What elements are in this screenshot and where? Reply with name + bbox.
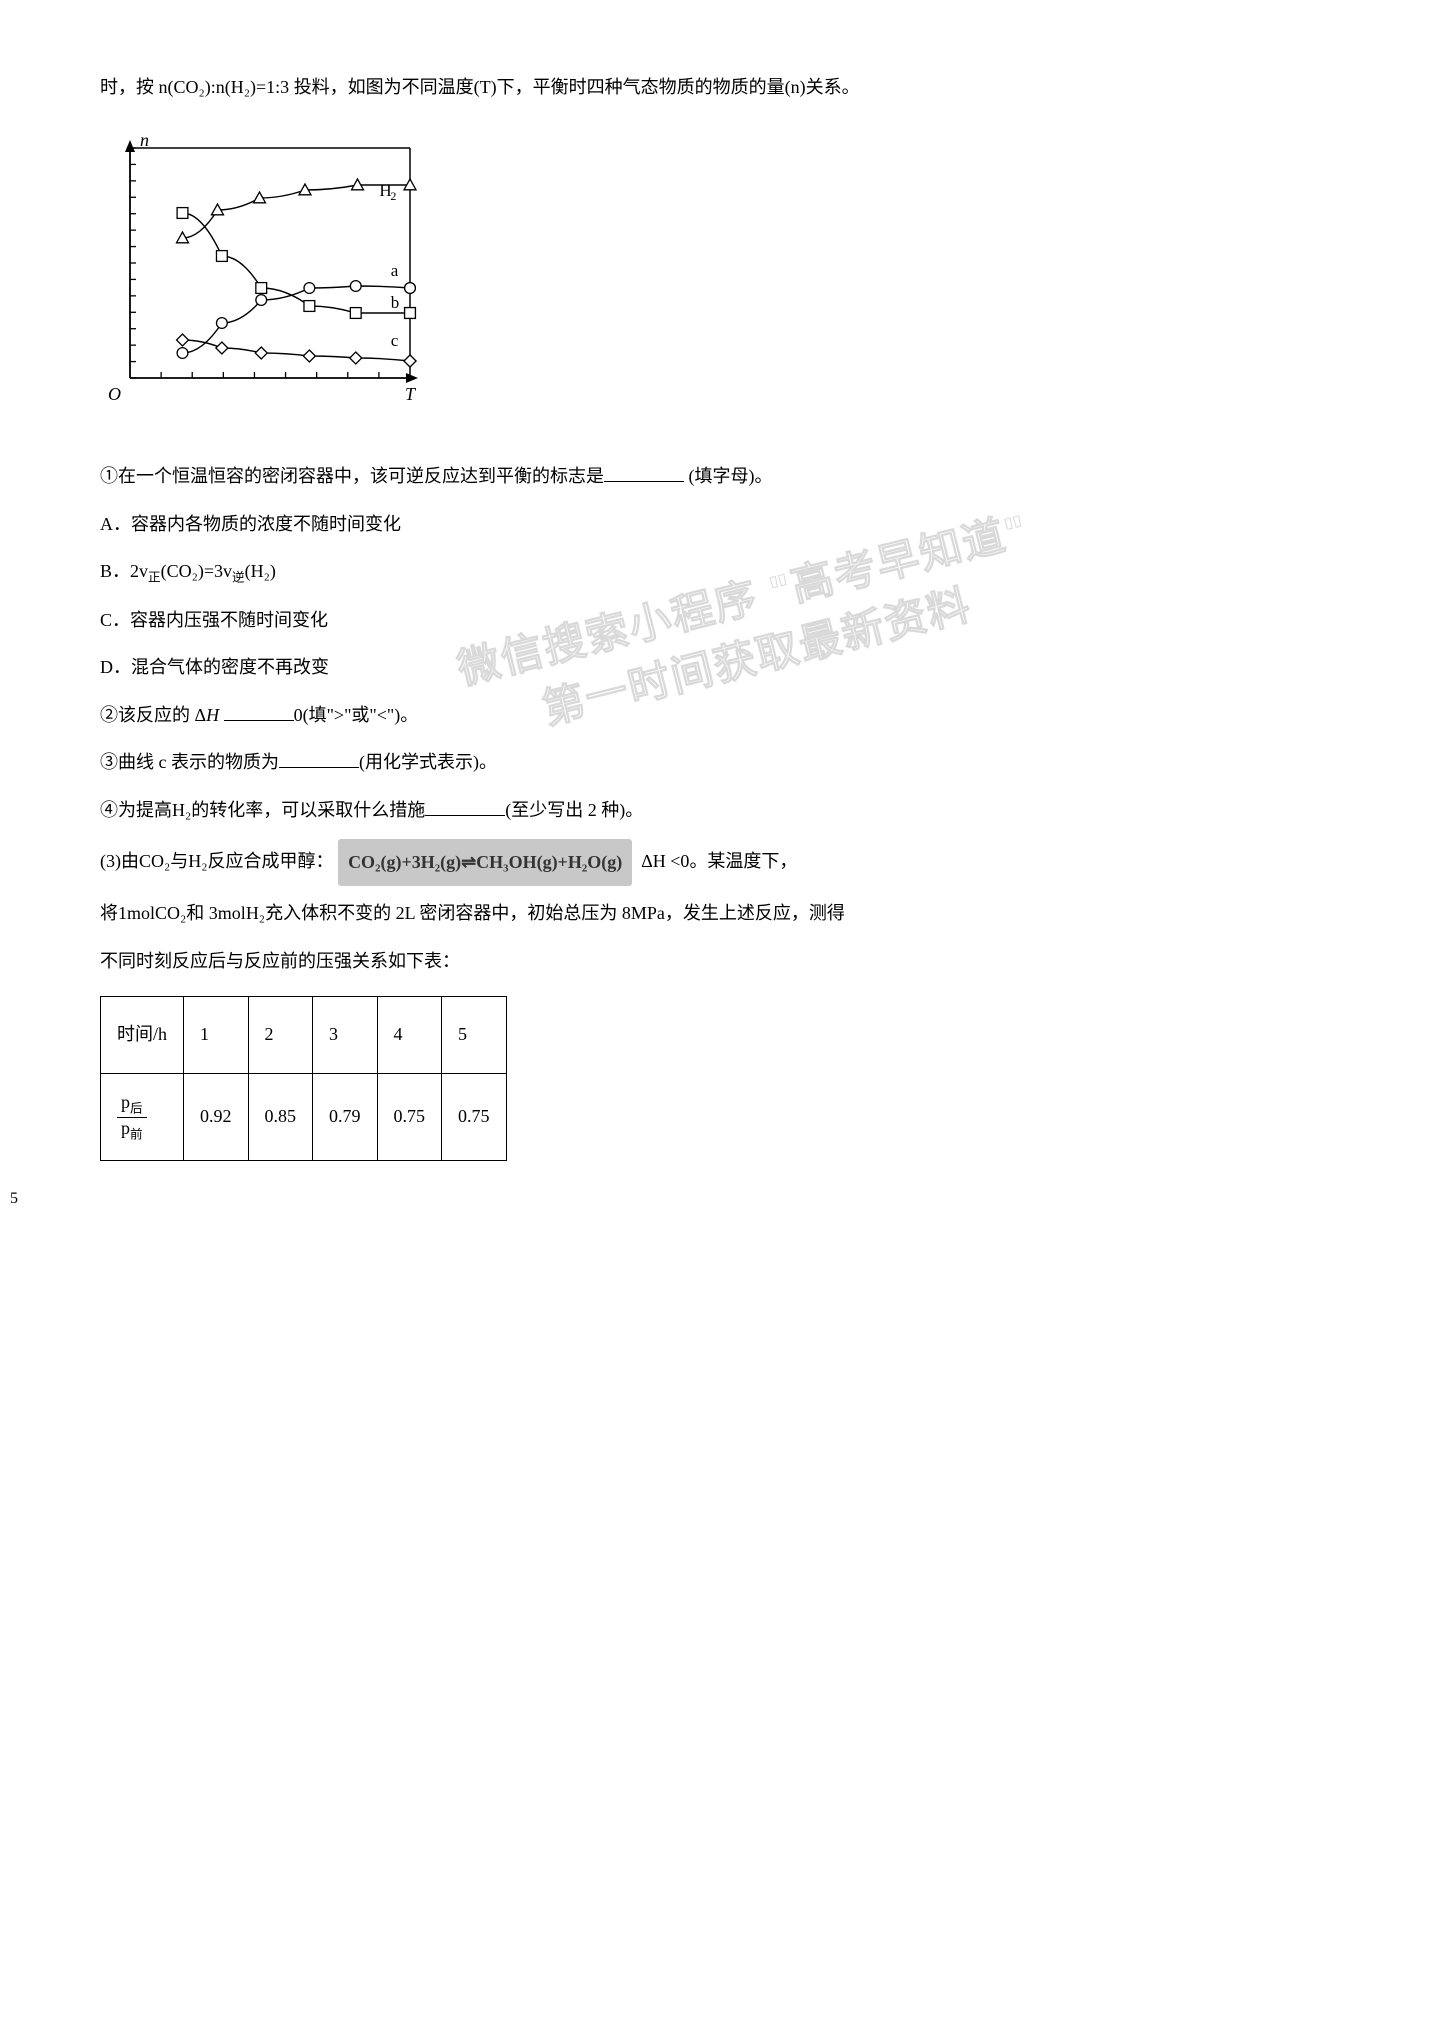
table-data-row: p后 p前 0.920.850.790.750.75 <box>101 1074 507 1161</box>
equilibrium-chart: nOTH2abc <box>80 128 1363 438</box>
table-header-cell: 1 <box>184 997 249 1074</box>
option-b: B．2v正(CO₂)=3v逆(H₂) <box>100 552 1363 592</box>
pressure-table: 时间/h12345 p后 p前 0.920.850.790.750.75 <box>100 996 507 1161</box>
svg-text:2: 2 <box>390 189 396 203</box>
part3-line2: 将1molCO₂和 3molH₂充入体积不变的 2L 密闭容器中，初始总压为 8… <box>100 894 1363 934</box>
table-data-cell: 0.92 <box>184 1074 249 1161</box>
q4-line: ④为提高H₂的转化率，可以采取什么措施(至少写出 2 种)。 <box>100 791 1363 831</box>
table-data-cell: 0.85 <box>248 1074 313 1161</box>
part3-line3: 不同时刻反应后与反应前的压强关系如下表： <box>100 942 1363 982</box>
table-data-cell: 0.75 <box>377 1074 442 1161</box>
q1-hint: (填字母)。 <box>689 466 773 486</box>
part3-line1: (3)由CO₂与H₂反应合成甲醇： CO₂(g)+3H₂(g)⇌CH₃OH(g)… <box>100 839 1363 887</box>
option-d: D．混合气体的密度不再改变 <box>100 648 1363 688</box>
page-number: 5 <box>10 1181 18 1216</box>
intro-prefix: 时，按 <box>100 77 154 97</box>
svg-text:O: O <box>108 384 121 404</box>
svg-text:b: b <box>391 293 400 312</box>
q2-line: ②该反应的 ΔH 0(填">"或"<")。 <box>100 696 1363 736</box>
table-data-cell: 0.79 <box>313 1074 378 1161</box>
table-ratio-label: p后 p前 <box>101 1074 184 1161</box>
svg-text:a: a <box>391 261 399 280</box>
table-header-cell: 5 <box>442 997 507 1074</box>
svg-text:c: c <box>391 331 399 350</box>
table-header-label: 时间/h <box>101 997 184 1074</box>
q1-line: ①在一个恒温恒容的密闭容器中，该可逆反应达到平衡的标志是 (填字母)。 <box>100 457 1363 497</box>
intro-line: 时，按 n(CO₂):n(H₂)=1:3 投料，如图为不同温度(T)下，平衡时四… <box>100 68 1363 108</box>
option-c: C．容器内压强不随时间变化 <box>100 601 1363 641</box>
table-header-row: 时间/h12345 <box>101 997 507 1074</box>
svg-text:n: n <box>140 130 149 150</box>
table-header-cell: 2 <box>248 997 313 1074</box>
svg-text:T: T <box>405 384 417 404</box>
table-header-cell: 4 <box>377 997 442 1074</box>
table-header-cell: 3 <box>313 997 378 1074</box>
q1-intro: ①在一个恒温恒容的密闭容器中，该可逆反应达到平衡的标志是 <box>100 466 604 486</box>
table-data-cell: 0.75 <box>442 1074 507 1161</box>
intro-suffix: 投料，如图为不同温度(T)下，平衡时四种气态物质的物质的量(n)关系。 <box>294 77 860 97</box>
equation-box: CO₂(g)+3H₂(g)⇌CH₃OH(g)+H₂O(g) <box>338 839 632 887</box>
q3-line: ③曲线 c 表示的物质为(用化学式表示)。 <box>100 743 1363 783</box>
intro-ratio: n(CO₂):n(H₂)=1:3 <box>159 77 290 97</box>
option-a: A．容器内各物质的浓度不随时间变化 <box>100 505 1363 545</box>
